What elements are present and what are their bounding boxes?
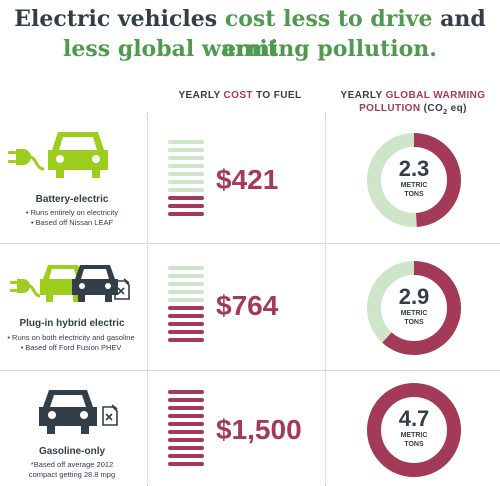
cost-bar-empty	[168, 140, 204, 144]
pollution-donut	[367, 133, 461, 227]
vehicle-notes: • Runs entirely on electricity • Based o…	[0, 208, 147, 228]
column-divider	[147, 112, 148, 486]
cost-bars	[168, 140, 204, 220]
cost-bar-filled	[168, 406, 204, 410]
cost-header-text: YEARLY	[178, 90, 224, 101]
cost-value: $1,500	[216, 414, 302, 445]
plug-icon	[8, 149, 44, 171]
cost-header-accent: COST	[223, 90, 253, 101]
cost-bar-empty	[168, 188, 204, 192]
vehicle-note: • Based off Ford Fusion PHEV	[20, 343, 122, 352]
cost-bar-empty	[168, 172, 204, 176]
cost-value: $421	[216, 164, 279, 195]
pollution-unit: METRIC	[400, 182, 428, 189]
donut-arc	[367, 383, 461, 477]
cost-column-header: YEARLY COST TO FUEL	[160, 89, 320, 102]
column-divider	[325, 112, 326, 486]
cost-bar-filled	[168, 338, 204, 342]
page-title: Electric vehicles cost less to drive and…	[0, 4, 500, 64]
pollution-header-accent: GLOBAL WARMING POLLUTION	[359, 90, 486, 114]
cost-bar-filled	[168, 438, 204, 442]
pollution-value: 4.7	[398, 406, 430, 431]
vehicle-note: *Based off average 2012	[30, 460, 114, 469]
page-subtitle: less global warming pollution.	[63, 36, 437, 62]
pollution-donut-label: 2.9 METRIC TONS	[374, 285, 454, 327]
car-icon	[72, 265, 118, 302]
cost-header-text: TO FUEL	[252, 90, 302, 101]
pollution-unit: TONS	[404, 191, 424, 198]
cost-bar-empty	[168, 180, 204, 184]
cost-bar-empty	[168, 156, 204, 160]
pollution-donut	[367, 261, 461, 355]
cost-bar-filled	[168, 414, 204, 418]
car-icon	[39, 390, 97, 434]
fuel-can-icon	[114, 278, 130, 300]
pollution-donut-label: 2.3 METRIC TONS	[374, 157, 454, 199]
donut-arc	[367, 133, 461, 227]
cost-bar-filled	[168, 204, 204, 208]
pollution-value: 2.3	[398, 156, 430, 181]
vehicle-note: • Runs on both electricity and gasoline	[7, 333, 135, 342]
cost-bars	[168, 266, 204, 346]
pollution-donut	[367, 383, 461, 477]
title-text: Electric vehicles	[14, 6, 225, 32]
row-divider	[0, 243, 500, 244]
vehicle-note: • Runs entirely on electricity	[25, 208, 119, 217]
cost-bar-empty	[168, 282, 204, 286]
cost-bar-filled	[168, 454, 204, 458]
cost-value: $764	[216, 290, 279, 321]
fuel-can-icon	[102, 404, 118, 426]
cost-bar-filled	[168, 462, 204, 466]
pollution-donut-label: 4.7 METRIC TONS	[374, 407, 454, 449]
cost-bar-filled	[168, 390, 204, 394]
pollution-column-header: YEARLY GLOBAL WARMING POLLUTION (CO2 eq)	[332, 89, 494, 119]
pollution-unit: METRIC	[400, 310, 428, 317]
pollution-header-subscript: 2	[443, 109, 448, 116]
cost-bar-filled	[168, 196, 204, 200]
cost-bar-filled	[168, 322, 204, 326]
vehicle-note: • Based off Nissan LEAF	[30, 218, 114, 227]
cost-bar-empty	[168, 274, 204, 278]
cost-bar-filled	[168, 446, 204, 450]
cost-bar-filled	[168, 330, 204, 334]
vehicle-note: compact getting 28.8 mpg	[28, 470, 116, 479]
row-divider	[0, 370, 500, 371]
pollution-unit: TONS	[404, 319, 424, 326]
pollution-header-text: eq)	[447, 103, 467, 114]
cost-bar-empty	[168, 298, 204, 302]
cost-bar-empty	[168, 266, 204, 270]
pollution-unit: METRIC	[400, 432, 428, 439]
vehicle-notes: • Runs on both electricity and gasoline …	[0, 333, 146, 353]
pollution-header-text: YEARLY	[340, 90, 386, 101]
cost-bar-filled	[168, 430, 204, 434]
vehicle-title: Gasoline-only	[38, 446, 106, 457]
vehicle-title: Battery-electric	[35, 194, 109, 205]
donut-arc	[367, 261, 461, 355]
pollution-header-text: (CO	[420, 103, 444, 114]
title-highlight: cost less to drive	[224, 6, 433, 32]
cost-bar-filled	[168, 398, 204, 402]
cost-bar-empty	[168, 148, 204, 152]
pollution-unit: TONS	[404, 441, 424, 448]
cost-bar-empty	[168, 164, 204, 168]
cost-bar-filled	[168, 212, 204, 216]
cost-bar-filled	[168, 422, 204, 426]
cost-bar-filled	[168, 306, 204, 310]
car-icon	[48, 132, 108, 178]
cost-bar-empty	[168, 290, 204, 294]
vehicle-title: Plug-in hybrid electric	[19, 318, 125, 329]
title-highlight: emit	[222, 36, 278, 62]
cost-bar-filled	[168, 314, 204, 318]
cost-bars	[168, 390, 204, 470]
vehicle-notes: *Based off average 2012 compact getting …	[0, 460, 147, 480]
title-text: and	[432, 6, 486, 32]
pollution-value: 2.9	[398, 284, 430, 309]
plug-icon	[10, 279, 40, 298]
